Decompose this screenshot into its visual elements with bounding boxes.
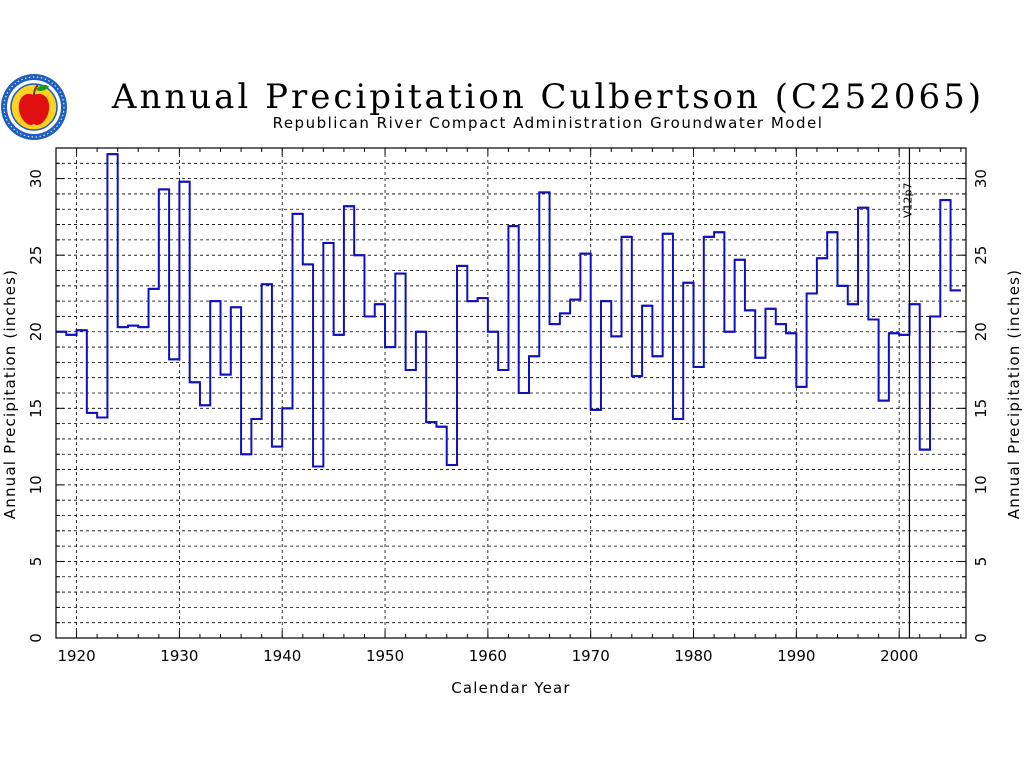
y-tick-label-left: 30 — [27, 169, 45, 188]
y-tick-label-left: 5 — [27, 557, 45, 567]
plot-frame — [55, 147, 967, 639]
x-tick-label: 1970 — [572, 647, 610, 665]
y-axis-label-right: Annual Precipitation (inches) — [1005, 269, 1023, 519]
x-tick-label: 2000 — [880, 647, 918, 665]
y-tick-label-right: 5 — [972, 557, 990, 567]
y-tick-label-left: 20 — [27, 322, 45, 341]
x-tick-label: 1950 — [366, 647, 404, 665]
y-tick-labels: 0 0 5 5 10 10 15 15 20 20 25 25 30 30 — [27, 169, 990, 643]
y-tick-label-right: 15 — [972, 399, 990, 418]
y-tick-label-right: 10 — [972, 475, 990, 494]
x-tick-label: 1940 — [263, 647, 301, 665]
y-tick-label-right: 25 — [972, 246, 990, 265]
y-tick-label-left: 10 — [27, 475, 45, 494]
marker-label: V12p7 — [901, 182, 914, 218]
y-tick-label-left: 0 — [27, 633, 45, 643]
y-tick-label-right: 20 — [972, 322, 990, 341]
x-tick-label: 1930 — [160, 647, 198, 665]
y-tick-label-right: 30 — [972, 169, 990, 188]
x-tick-label: 1990 — [777, 647, 815, 665]
chart-title: Annual Precipitation Culbertson (C252065… — [111, 77, 984, 117]
y-tick-label-right: 0 — [972, 633, 990, 643]
x-axis-label: Calendar Year — [451, 679, 571, 697]
y-axis-label-left: Annual Precipitation (inches) — [1, 269, 19, 519]
y-tick-label-left: 15 — [27, 399, 45, 418]
chart-subtitle: Republican River Compact Administration … — [273, 114, 824, 132]
x-tick-labels: 1920 1930 1940 1950 1960 1970 1980 1990 2000 — [57, 647, 918, 665]
tick-marks — [55, 147, 966, 639]
x-tick-label: 1920 — [57, 647, 95, 665]
y-tick-label-left: 25 — [27, 246, 45, 265]
x-tick-label: 1980 — [674, 647, 712, 665]
precipitation-step-line — [56, 153, 961, 468]
marker-group: V12p7 — [901, 148, 914, 638]
x-tick-label: 1960 — [469, 647, 507, 665]
apple-seal-icon — [1, 74, 67, 140]
series-group — [56, 153, 961, 468]
grid — [56, 148, 966, 638]
